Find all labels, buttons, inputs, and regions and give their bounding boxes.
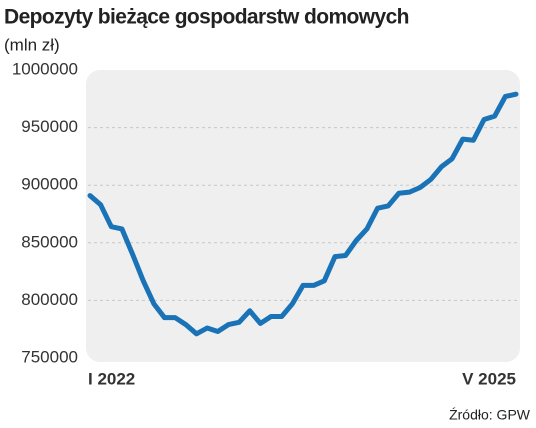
plot-area: [86, 70, 520, 362]
y-tick-label: 900000: [21, 175, 78, 194]
y-tick-label: 950000: [21, 117, 78, 136]
y-tick-label: 1000000: [12, 59, 78, 78]
x-tick-label: I 2022: [88, 369, 135, 388]
y-tick-label: 800000: [21, 290, 78, 309]
chart-subtitle: (mln zł): [4, 35, 60, 54]
x-tick-label: V 2025: [462, 369, 516, 388]
data-line: [87, 91, 519, 337]
y-tick-label: 750000: [21, 347, 78, 366]
chart-title: Depozyty bieżące gospodarstw domowych: [4, 6, 409, 29]
y-tick-label: 850000: [21, 232, 78, 251]
source: Źródło: GPW: [449, 407, 531, 423]
